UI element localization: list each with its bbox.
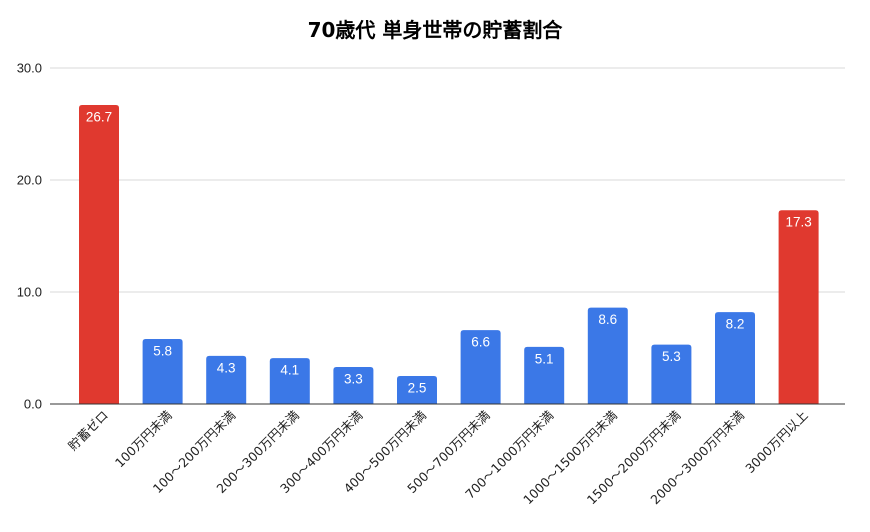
- y-tick-label: 10.0: [17, 285, 42, 300]
- data-label: 3.3: [344, 372, 363, 387]
- bar: [778, 210, 819, 404]
- data-label: 5.1: [535, 351, 554, 366]
- bar: [397, 376, 437, 404]
- x-tick-label: 貯蓄ゼロ: [65, 408, 111, 454]
- data-label: 5.3: [662, 349, 681, 364]
- data-labels: 26.7 5.8 4.3 4.1 3.3 2.5 6.6 5.1 8.6 5.3 8.2 17.3: [86, 109, 812, 395]
- data-label: 6.6: [471, 335, 490, 350]
- x-axis-ticks: 貯蓄ゼロ 100万円未満100～200万円未満200～300万円未満300～400…: [65, 408, 811, 508]
- bar: [142, 339, 183, 404]
- y-tick-label: 20.0: [17, 173, 42, 188]
- x-tick-label: 3000万円以上: [742, 408, 810, 476]
- bar: [79, 104, 119, 405]
- data-label: 2.5: [408, 381, 427, 396]
- bar: [651, 344, 692, 404]
- bars: [79, 104, 819, 405]
- data-label: 8.2: [726, 317, 745, 332]
- bar: [460, 330, 501, 404]
- bar: [333, 367, 374, 404]
- gridlines: [50, 67, 845, 293]
- y-tick-label: 30.0: [17, 61, 42, 76]
- bar: [524, 346, 565, 404]
- data-label: 5.8: [153, 344, 172, 359]
- x-tick-label: 100万円未満: [112, 408, 175, 471]
- data-label: 4.3: [217, 360, 236, 375]
- bar: [206, 355, 247, 404]
- data-label: 17.3: [785, 215, 811, 230]
- y-tick-label: 0.0: [24, 397, 42, 412]
- chart-title: 70歳代 単身世帯の貯蓄割合: [308, 18, 564, 42]
- data-label: 8.6: [598, 312, 617, 327]
- bar: [269, 358, 310, 404]
- bar: [587, 307, 628, 404]
- bar: [715, 312, 755, 404]
- data-label: 4.1: [280, 363, 299, 378]
- y-axis-ticks: 0.0 10.0 20.0 30.0: [17, 61, 42, 412]
- data-label: 26.7: [86, 109, 112, 124]
